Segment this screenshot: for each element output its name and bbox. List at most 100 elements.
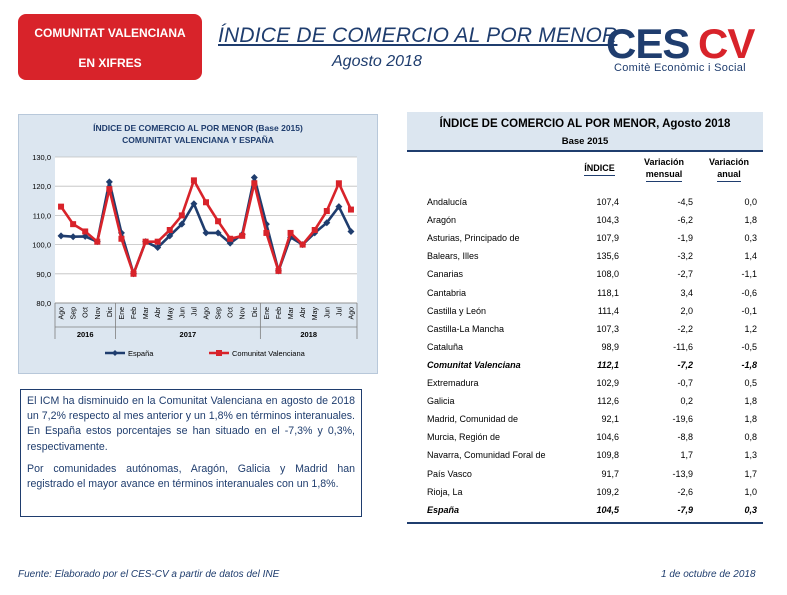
data-point <box>58 203 65 210</box>
data-point <box>178 220 186 228</box>
x-tick-label: Sep <box>216 307 223 320</box>
data-point <box>154 244 162 252</box>
annual-change: -0,5 <box>741 341 757 352</box>
region-name: Murcia, Región de <box>427 432 501 443</box>
page-subtitle: Agosto 2018 <box>332 53 422 70</box>
monthly-change: -8,8 <box>677 432 693 443</box>
region-name: Aragón <box>427 215 457 226</box>
index-value: 91,7 <box>601 468 619 479</box>
data-point <box>214 229 222 237</box>
logo-tagline: Comitè Econòmic i Social <box>614 62 746 74</box>
data-point <box>347 206 354 213</box>
data-point <box>335 180 342 187</box>
table-row: Balears, Illes 135,6 -3,2 1,4 <box>427 248 763 266</box>
x-tick-label: May <box>167 307 174 321</box>
monthly-change: -11,6 <box>673 341 693 352</box>
monthly-change: -3,2 <box>677 251 693 262</box>
monthly-change: -2,7 <box>677 269 693 280</box>
data-point <box>323 219 331 227</box>
annual-change: 0,3 <box>744 233 757 244</box>
year-label: 2017 <box>180 330 197 339</box>
x-tick-label: Mar <box>143 306 150 319</box>
monthly-change: 0,2 <box>680 396 693 407</box>
index-value: 118,1 <box>597 287 619 298</box>
table-title: ÍNDICE DE COMERCIO AL POR MENOR, Agosto … <box>439 118 731 130</box>
index-value: 107,4 <box>596 197 619 207</box>
region-name: Madrid, Comunidad de <box>427 414 519 425</box>
table-row: Murcia, Región de 104,6 -8,8 0,8 <box>427 429 763 447</box>
x-tick-label: Abr <box>155 306 162 318</box>
x-tick-label: Ago <box>348 307 355 320</box>
y-tick-label: 120,0 <box>32 182 51 191</box>
index-value: 109,2 <box>596 486 619 497</box>
region-name: Canarias <box>427 269 464 280</box>
data-point <box>130 270 137 277</box>
x-tick-label: Jul <box>336 307 343 316</box>
data-point <box>299 241 306 248</box>
data-point <box>251 180 258 187</box>
annual-change: 0,8 <box>744 432 757 443</box>
x-tick-label: Ago <box>59 307 66 320</box>
logo-letters-ces: CES <box>606 20 689 67</box>
table-row: Madrid, Comunidad de 92,1 -19,6 1,8 <box>427 411 763 429</box>
legend-label-espana: España <box>128 349 154 358</box>
data-point <box>311 227 318 233</box>
y-tick-label: 130,0 <box>32 153 51 162</box>
table-row: Galicia 112,6 0,2 1,8 <box>427 393 763 411</box>
data-point <box>347 227 355 235</box>
region-name: Cantabria <box>427 287 467 298</box>
data-point <box>263 229 270 236</box>
x-tick-label: Mar <box>288 306 295 319</box>
legend-marker-cv <box>216 350 222 356</box>
x-tick-label: Ene <box>264 307 271 320</box>
annual-change: -1,8 <box>741 359 757 370</box>
data-point <box>227 235 234 242</box>
data-point <box>250 173 258 181</box>
badge-line-1: COMUNITAT VALENCIANA <box>34 26 186 40</box>
column-header-index: ÍNDICE <box>572 162 627 176</box>
data-point <box>166 227 173 233</box>
monthly-change: -7,9 <box>677 504 693 515</box>
region-name: Balears, Illes <box>427 251 479 262</box>
region-name: Asturias, Principado de <box>427 233 520 244</box>
page-title: ÍNDICE DE COMERCIO AL POR MENOR <box>218 24 618 47</box>
monthly-change: 1,7 <box>680 450 693 461</box>
table-row: Canarias 108,0 -2,7 -1,1 <box>427 266 763 284</box>
y-tick-label: 100,0 <box>32 241 51 250</box>
annual-change: 0,0 <box>744 197 757 207</box>
x-tick-label: Dic <box>107 307 114 318</box>
region-name: Andalucía <box>427 197 468 207</box>
index-value: 98,9 <box>601 341 619 352</box>
annual-change: 1,8 <box>744 215 757 226</box>
index-value: 107,9 <box>596 233 619 244</box>
summary-paragraph-2: Por comunidades autónomas, Aragón, Galic… <box>27 462 355 491</box>
data-point <box>239 232 246 239</box>
legend-label-cv: Comunitat Valenciana <box>232 349 306 358</box>
annual-change: 1,3 <box>744 450 757 461</box>
table-row: Castilla y León 111,4 2,0 -0,1 <box>427 303 763 321</box>
data-point <box>82 228 89 235</box>
data-point <box>178 212 185 219</box>
index-value: 104,3 <box>596 215 619 226</box>
x-tick-label: Jul <box>191 307 198 316</box>
data-point <box>202 229 210 237</box>
monthly-change: 2,0 <box>680 305 693 316</box>
data-point <box>70 221 77 228</box>
region-name: Rioja, La <box>427 486 463 497</box>
annual-change: 1,7 <box>744 468 757 479</box>
x-tick-label: Nov <box>95 307 102 320</box>
column-header-monthly: Variación mensual <box>635 156 693 182</box>
monthly-change: -6,2 <box>677 215 693 226</box>
table-header: ÍNDICE DE COMERCIO AL POR MENOR, Agosto … <box>407 112 763 150</box>
table-subtitle: Base 2015 <box>561 136 609 147</box>
index-value: 92,1 <box>601 414 619 425</box>
region-name: Comunitat Valenciana <box>427 359 521 370</box>
monthly-change: -2,2 <box>677 323 693 334</box>
region-name: Galicia <box>427 396 455 407</box>
data-point <box>118 235 125 242</box>
y-tick-label: 90,0 <box>36 270 51 279</box>
x-tick-label: Feb <box>131 307 138 319</box>
table-row: Cataluña 98,9 -11,6 -0,5 <box>427 339 763 357</box>
data-point <box>57 232 65 240</box>
region-name: Cataluña <box>427 341 464 352</box>
